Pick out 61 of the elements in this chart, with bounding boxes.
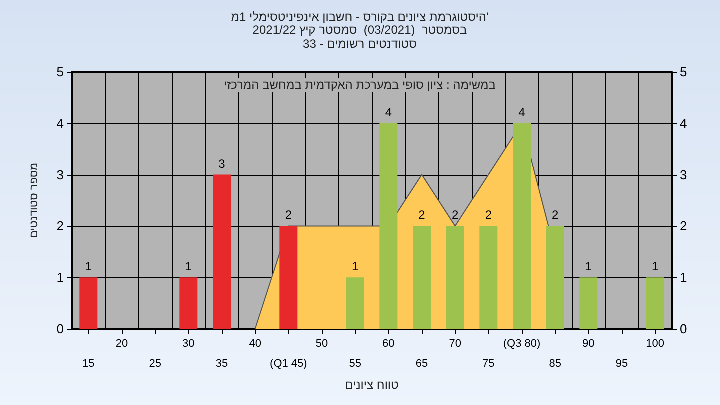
data-label: 2 [485,208,492,222]
y2-tick-label: 3 [680,167,688,182]
y-axis-title: מספר סטודנטים [28,162,40,238]
data-label: 4 [385,105,392,120]
data-label: 2 [418,208,426,222]
y2-tick-label: 4 [680,116,688,131]
data-label: 4 [518,105,526,120]
x-tick-label: 100 [646,338,665,350]
y-tick-label: 1 [56,270,64,286]
bar [213,174,231,329]
x-tick-label: 60 [382,338,395,350]
data-label: 2 [552,208,559,222]
x-tick-label: 30 [182,338,195,350]
y2-tick-label: 0 [680,322,688,336]
y2-tick-label: 5 [680,64,688,80]
bar [513,123,531,329]
bar [80,278,98,329]
x-tick-label: 20 [116,338,128,350]
data-label: 1 [185,260,192,274]
bar [446,226,464,329]
data-label: 2 [452,208,459,222]
data-label: 3 [218,156,226,171]
x-tick-label: 75 [482,358,495,370]
x-tick-label: 50 [316,338,328,350]
chart-subtitle: בסמסטר (03/2021) סמסטר קיץ 2021/22 סטודנטים רשומים - 33 [252,23,468,51]
x-tick-label: 95 [616,358,628,370]
bar [646,278,664,329]
x-tick-label: 55 [349,358,362,370]
bar [580,278,598,329]
x-axis-title: טווח ציונים [345,378,400,392]
y-tick-label: 5 [56,64,64,80]
bar [380,123,398,329]
y2-tick-label: 1 [680,270,688,286]
bar [413,226,431,329]
x-tick-label: 65 [416,358,428,370]
x-tick-label: (Q1 45) [270,358,308,370]
data-label: 1 [652,260,659,274]
x-tick-label: 35 [216,358,228,370]
bar [346,278,364,329]
bar [180,278,198,329]
bar [280,226,298,329]
annotation: במשימה : ציון סופי במערכת האקדמית במחשב המרכזי [224,78,496,92]
y-tick-label: 3 [56,167,64,182]
y-tick-label: 0 [56,322,64,336]
x-tick-label: 85 [549,358,562,370]
x-tick-label: (Q3 80) [503,338,541,350]
bar [480,226,498,329]
x-tick-label: 70 [449,338,462,350]
y2-tick-label: 2 [680,218,688,234]
chart-title: היסטוגרמת ציונים בקורס - חשבון אינפיניטסימלי 1מ' [231,10,489,24]
y-tick-label: 4 [56,116,64,131]
y-tick-label: 2 [56,218,64,234]
data-label: 2 [285,208,292,222]
x-tick-label: 90 [582,338,595,350]
x-tick-label: 25 [149,358,162,370]
data-label: 1 [352,260,359,274]
bar [546,226,564,329]
x-tick-label: 15 [82,358,95,370]
data-label: 1 [585,260,592,274]
data-label: 1 [85,260,92,274]
x-tick-label: 40 [249,338,262,350]
